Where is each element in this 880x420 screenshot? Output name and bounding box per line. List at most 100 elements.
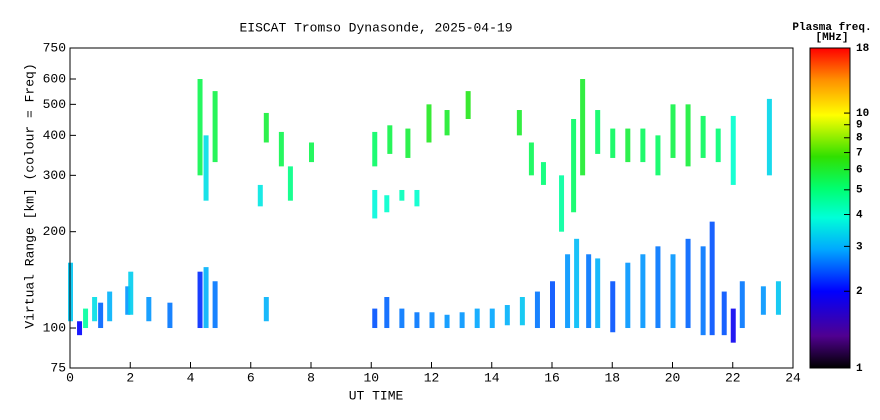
echo-range bbox=[685, 238, 691, 329]
x-tick-label: 24 bbox=[785, 370, 801, 385]
echo-range bbox=[766, 98, 772, 176]
echo-range bbox=[670, 104, 676, 158]
echo-range bbox=[640, 254, 646, 329]
echo-range bbox=[387, 125, 393, 154]
echo-range bbox=[625, 128, 631, 163]
echo-range bbox=[655, 135, 661, 176]
echo-range bbox=[610, 128, 616, 158]
colorbar-title: Plasma freq. bbox=[792, 22, 871, 34]
y-tick-label: 600 bbox=[43, 71, 66, 86]
echo-range bbox=[574, 238, 580, 329]
echo-range bbox=[685, 104, 691, 167]
echo-range bbox=[730, 308, 736, 343]
echo-range bbox=[595, 258, 601, 329]
echo-range bbox=[760, 286, 766, 315]
x-tick-label: 4 bbox=[187, 370, 195, 385]
echo-range bbox=[459, 312, 465, 329]
echo-range bbox=[709, 221, 715, 336]
echo-range bbox=[655, 246, 661, 329]
echo-range bbox=[504, 305, 510, 326]
echo-range bbox=[399, 308, 405, 329]
colorbar bbox=[809, 47, 851, 369]
echo-range bbox=[426, 104, 432, 143]
echo-range bbox=[107, 291, 113, 322]
echo-range bbox=[489, 308, 495, 329]
y-tick-label: 750 bbox=[43, 40, 66, 55]
echo-range bbox=[167, 302, 173, 329]
echo-range bbox=[146, 297, 152, 322]
echo-range bbox=[278, 131, 284, 167]
echo-range bbox=[405, 128, 411, 158]
echo-range bbox=[197, 271, 203, 329]
echo-range bbox=[700, 115, 706, 158]
echo-range bbox=[263, 112, 269, 143]
colorbar-tick-label: 8 bbox=[856, 133, 863, 145]
colorbar-tick-label: 18 bbox=[856, 43, 870, 55]
echo-range bbox=[77, 321, 83, 336]
chart-title: EISCAT Tromso Dynasonde, 2025-04-19 bbox=[239, 20, 512, 35]
x-tick-label: 12 bbox=[424, 370, 440, 385]
echo-range bbox=[384, 297, 390, 329]
echo-range bbox=[309, 142, 314, 163]
echo-range bbox=[414, 312, 420, 329]
colorbar-unit: [MHz] bbox=[815, 32, 848, 44]
x-tick-label: 10 bbox=[363, 370, 379, 385]
echo-range bbox=[715, 128, 721, 163]
echo-range bbox=[640, 128, 646, 163]
colorbar-tick-label: 6 bbox=[856, 165, 863, 177]
y-tick-label: 500 bbox=[43, 97, 66, 112]
echo-range bbox=[528, 142, 534, 176]
echo-range bbox=[465, 91, 471, 119]
echo-range bbox=[444, 314, 450, 329]
y-tick-label: 200 bbox=[43, 224, 66, 239]
echo-range bbox=[565, 254, 571, 329]
x-tick-label: 6 bbox=[247, 370, 255, 385]
echo-range bbox=[372, 189, 378, 219]
echo-range bbox=[700, 246, 706, 336]
echo-range bbox=[92, 297, 98, 322]
echo-range bbox=[474, 308, 480, 329]
echo-range bbox=[444, 110, 450, 136]
colorbar-tick-label: 4 bbox=[856, 209, 863, 221]
echo-range bbox=[730, 115, 736, 185]
y-tick-label: 75 bbox=[50, 360, 66, 375]
echo-range bbox=[83, 308, 89, 329]
x-tick-label: 20 bbox=[665, 370, 681, 385]
colorbar-tick-label: 3 bbox=[856, 241, 863, 253]
x-tick-label: 16 bbox=[544, 370, 560, 385]
echo-range bbox=[372, 308, 378, 329]
echo-range bbox=[287, 166, 293, 201]
echo-range bbox=[372, 131, 378, 167]
echo-range bbox=[610, 281, 616, 333]
marks bbox=[68, 79, 781, 343]
colorbar-tick-label: 5 bbox=[856, 185, 863, 197]
y-tick-label: 100 bbox=[43, 320, 66, 335]
y-tick-label: 400 bbox=[43, 128, 66, 143]
echo-range bbox=[516, 110, 522, 136]
x-tick-label: 2 bbox=[126, 370, 134, 385]
echo-range bbox=[519, 297, 525, 326]
echo-range bbox=[263, 297, 269, 322]
echo-range bbox=[739, 281, 745, 329]
echo-range bbox=[721, 291, 727, 336]
echo-range bbox=[775, 281, 781, 315]
echo-range bbox=[580, 79, 586, 176]
x-tick-label: 8 bbox=[307, 370, 315, 385]
echo-range bbox=[212, 281, 218, 329]
colorbar-tick-label: 9 bbox=[856, 120, 863, 132]
colorbar-tick-label: 10 bbox=[856, 108, 869, 120]
x-tick-label: 0 bbox=[66, 370, 74, 385]
echo-range bbox=[625, 262, 631, 329]
echo-range bbox=[586, 254, 592, 329]
colorbar-tick-label: 1 bbox=[856, 363, 863, 375]
echo-range bbox=[257, 184, 263, 207]
echo-range bbox=[414, 189, 420, 207]
echo-range bbox=[571, 118, 577, 213]
echo-range bbox=[384, 195, 390, 213]
echo-range bbox=[399, 189, 405, 201]
y-tick-label: 300 bbox=[43, 168, 66, 183]
echo-range bbox=[98, 302, 104, 329]
colorbar-tick-label: 2 bbox=[856, 286, 863, 298]
x-tick-label: 22 bbox=[725, 370, 741, 385]
